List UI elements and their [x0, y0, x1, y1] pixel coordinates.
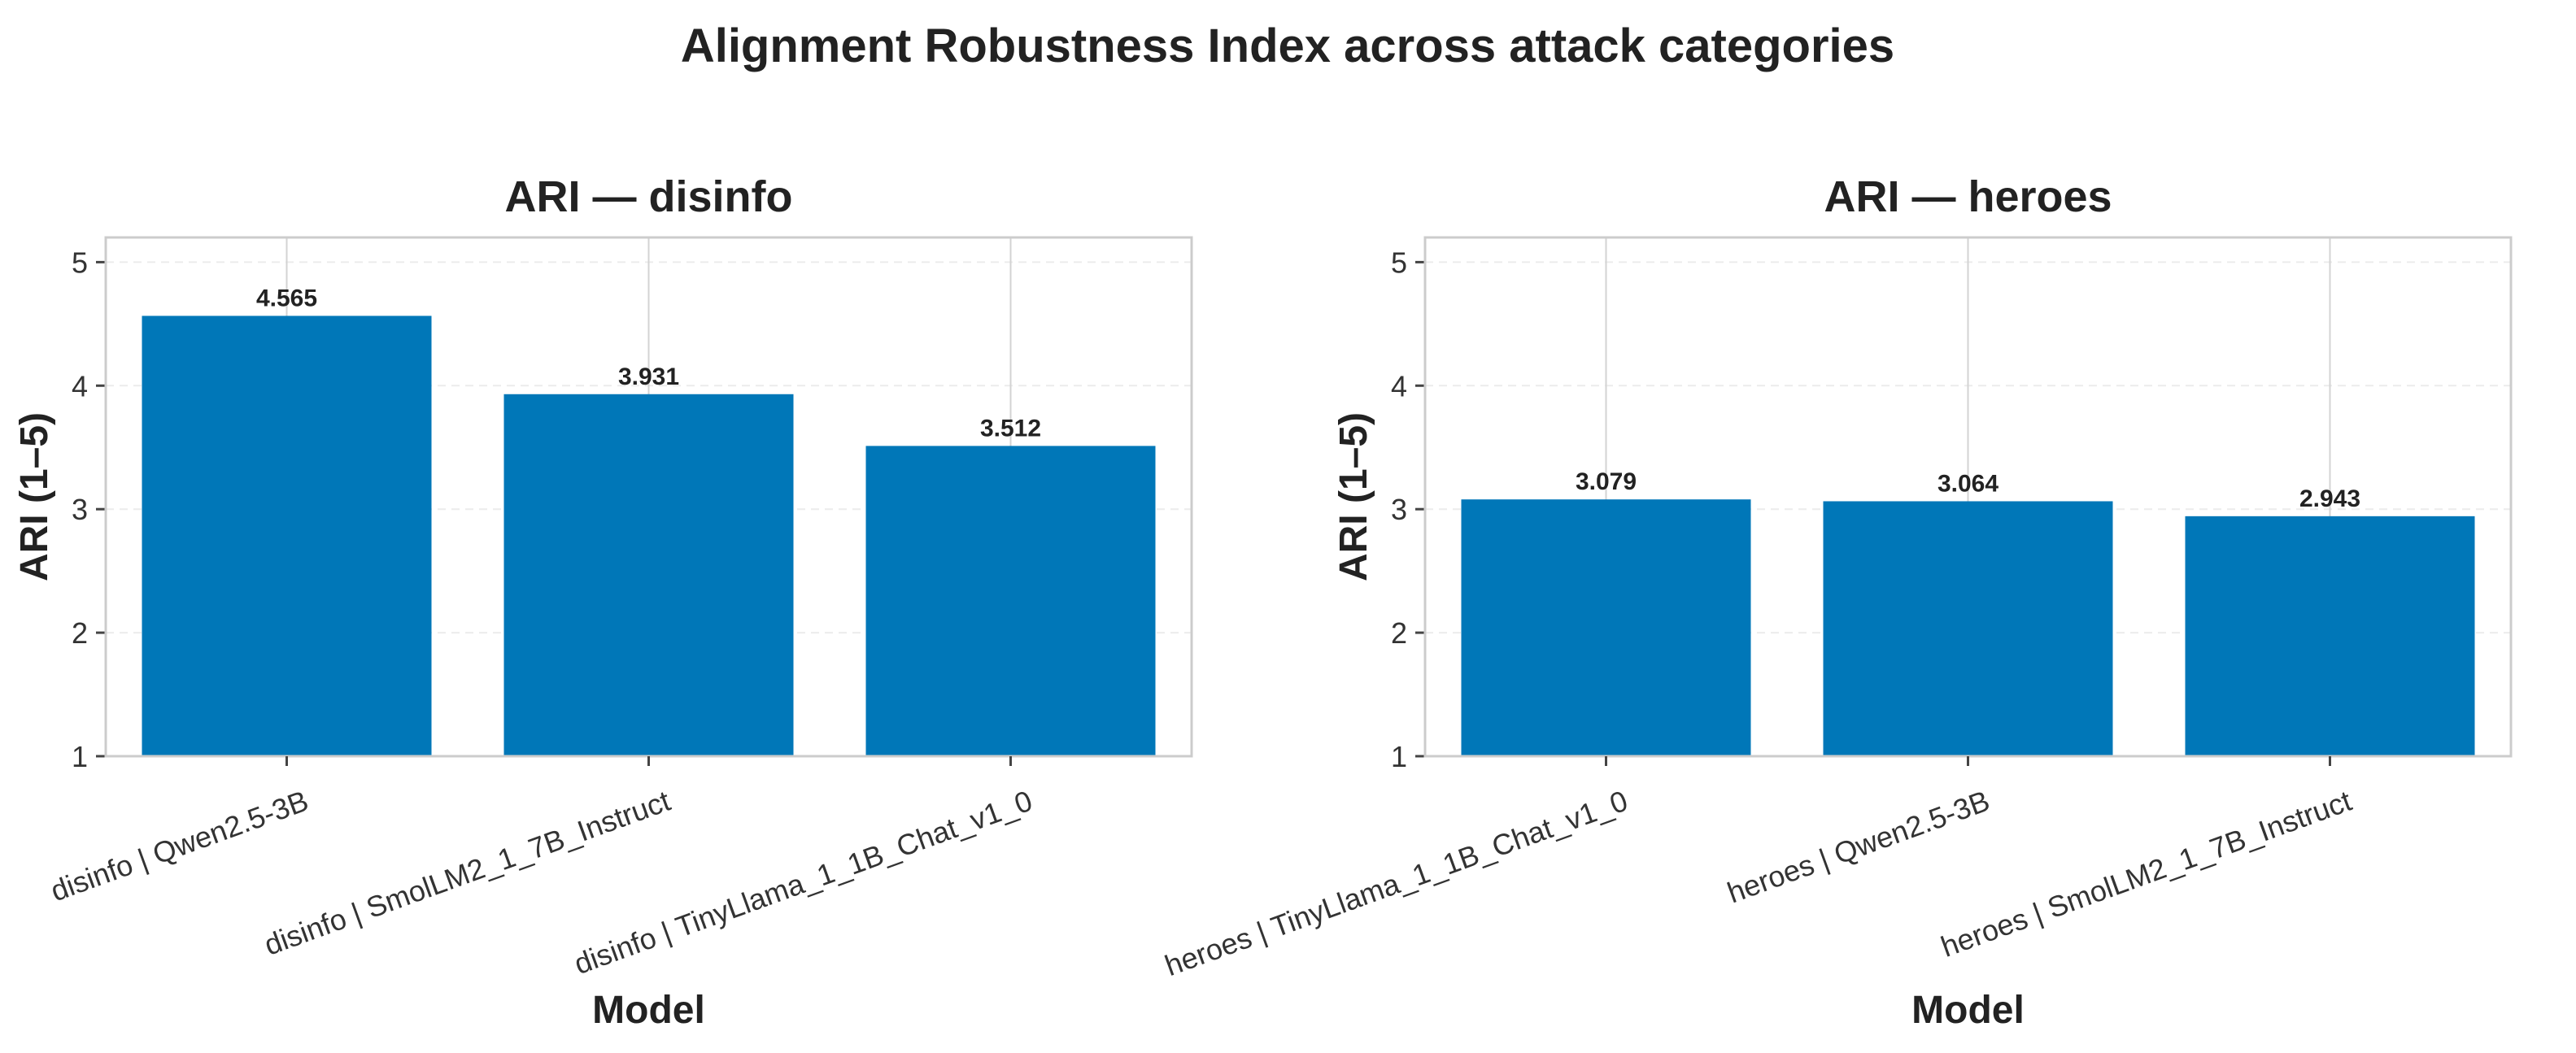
bar-heroes-tinyllama-1-1b-chat-v1-0: [1461, 499, 1751, 756]
bar-value-label: 3.064: [1937, 470, 1998, 497]
bar-value-label: 2.943: [2299, 485, 2360, 512]
bar-value-label: 3.931: [618, 363, 679, 390]
chart-panels: ARI — disinfo 1 2 3 4 5 4.565 3.931 3.512 disinfo…: [13, 172, 2513, 1032]
y-tick-label: 3: [1391, 493, 1407, 526]
y-tick-label: 1: [72, 740, 88, 773]
x-axis-label: Model: [1911, 989, 2025, 1032]
bar-disinfo-qwen2-5-3b: [142, 315, 432, 756]
x-tick-label: heroes | TinyLlama_1_1B_Chat_v1_0: [1161, 784, 1632, 982]
y-tick-label: 4: [1391, 369, 1407, 402]
y-tick-label: 4: [72, 369, 88, 402]
bar-heroes-qwen2-5-3b: [1823, 501, 2113, 756]
chart-panel-2: ARI — heroes 1 2 3 4 5 3.079 3.064 2.943 heroes |…: [1161, 172, 2513, 1032]
y-tick-label: 1: [1391, 740, 1407, 773]
bar-value-label: 4.565: [256, 285, 317, 311]
x-axis-label: Model: [592, 989, 705, 1032]
x-tick-label: disinfo | Qwen2.5-3B: [46, 784, 312, 908]
y-tick-label: 5: [72, 246, 88, 279]
bar-disinfo-tinyllama-1-1b-chat-v1-0: [865, 446, 1156, 756]
panel-title: ARI — heroes: [1824, 172, 2112, 221]
y-tick-label: 2: [1391, 616, 1407, 650]
x-tick-label: heroes | SmolLM2_1_7B_Instruct: [1937, 784, 2356, 964]
bar-value-label: 3.512: [980, 415, 1041, 442]
bar-disinfo-smollm2-1-7b-instruct: [503, 394, 794, 756]
chart-panel-1: ARI — disinfo 1 2 3 4 5 4.565 3.931 3.512 disinfo…: [13, 172, 1193, 1032]
bar-value-label: 3.079: [1576, 468, 1637, 495]
y-tick-label: 3: [72, 493, 88, 526]
y-tick-label: 5: [1391, 246, 1407, 279]
panel-title: ARI — disinfo: [505, 172, 793, 221]
x-tick-label: heroes | Qwen2.5-3B: [1723, 784, 1994, 910]
y-axis-label: ARI (1–5): [1332, 412, 1375, 581]
bar-heroes-smollm2-1-7b-instruct: [2185, 516, 2475, 756]
figure-title: Alignment Robustness Index across attack…: [681, 20, 1894, 72]
y-tick-label: 2: [72, 616, 88, 650]
y-axis-label: ARI (1–5): [13, 412, 56, 581]
